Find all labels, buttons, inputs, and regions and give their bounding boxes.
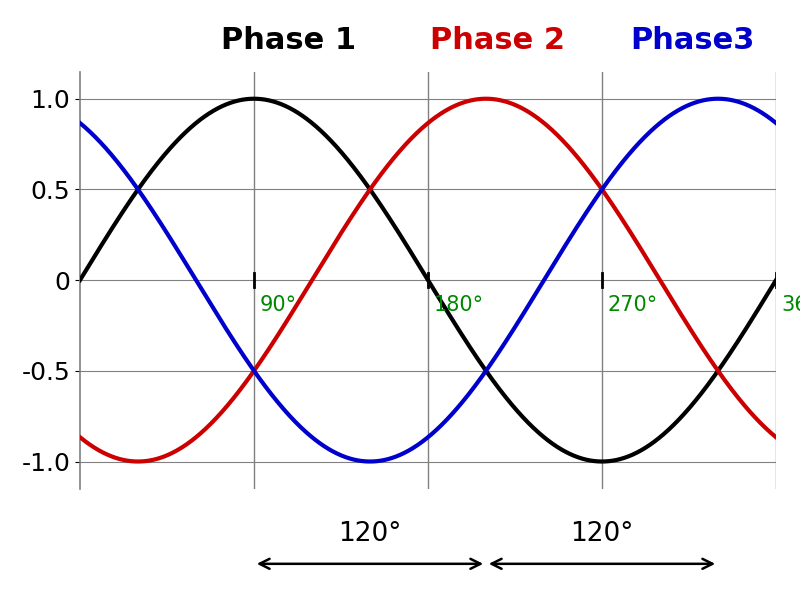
Text: 360°: 360°	[782, 294, 800, 315]
Text: 90°: 90°	[260, 294, 297, 315]
Text: Phase 2: Phase 2	[430, 26, 565, 55]
Text: 270°: 270°	[608, 294, 658, 315]
Text: Phase 1: Phase 1	[222, 26, 356, 55]
Text: 120°: 120°	[570, 521, 634, 547]
Text: 180°: 180°	[434, 294, 484, 315]
Text: 120°: 120°	[338, 521, 402, 547]
Text: Phase3: Phase3	[630, 26, 754, 55]
